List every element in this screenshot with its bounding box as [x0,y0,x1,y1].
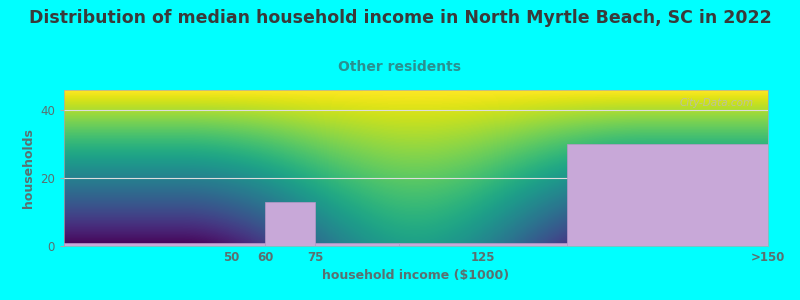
Bar [567,144,768,246]
Y-axis label: households: households [22,128,34,208]
Bar [315,243,399,246]
X-axis label: household income ($1000): household income ($1000) [322,269,510,282]
Bar [64,243,265,246]
Text: Other residents: Other residents [338,60,462,74]
Bar [265,202,315,246]
Text: Distribution of median household income in North Myrtle Beach, SC in 2022: Distribution of median household income … [29,9,771,27]
Bar [399,243,567,246]
Text: City-Data.com: City-Data.com [680,98,754,108]
